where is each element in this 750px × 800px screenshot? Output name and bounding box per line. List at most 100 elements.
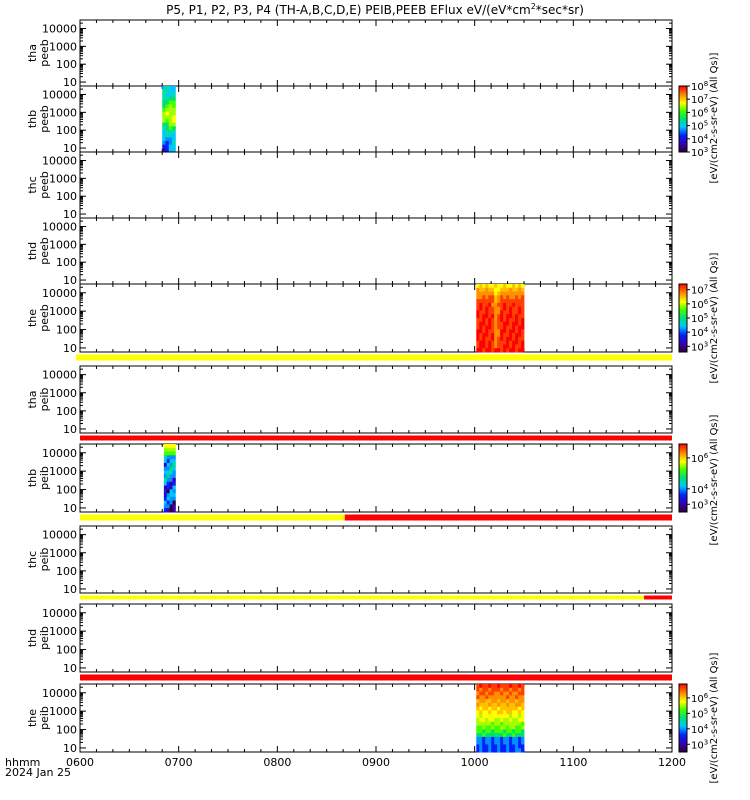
spectrogram-cell bbox=[488, 691, 492, 696]
x-axis: 0600 0700 0800 0900 1000 1100 1200 bbox=[66, 756, 686, 769]
spectrogram-cell bbox=[521, 733, 525, 738]
colorbar-tick-label: 105 bbox=[691, 312, 708, 325]
spectrogram-cell bbox=[497, 744, 501, 749]
spectrogram-cell bbox=[503, 295, 507, 300]
spectrogram-cell bbox=[162, 119, 166, 124]
y-tick-label: 1000 bbox=[49, 40, 77, 53]
spectrogram-cell bbox=[485, 687, 489, 692]
spectrogram-cell bbox=[491, 729, 495, 734]
spectrogram-cell bbox=[491, 744, 495, 749]
spectrogram-cell bbox=[476, 714, 480, 719]
spectrogram-cell bbox=[512, 725, 516, 730]
spectrogram-cell bbox=[488, 314, 492, 319]
spectrogram-cell bbox=[518, 333, 522, 338]
spectrogram-cell bbox=[512, 336, 516, 342]
spectrogram-cell bbox=[163, 447, 168, 452]
colorbar-tick-label: 106 bbox=[691, 106, 709, 119]
spectrogram-cell bbox=[162, 104, 166, 109]
spectrogram-cell bbox=[509, 299, 513, 304]
spectrogram-cell bbox=[165, 89, 170, 94]
spectrogram-cell bbox=[479, 744, 483, 749]
spectrogram-block bbox=[162, 86, 176, 153]
panel-label-product: peib bbox=[38, 626, 51, 650]
spectrogram-cell bbox=[506, 710, 510, 715]
spectrogram-cell bbox=[506, 729, 510, 734]
spectrogram-cell bbox=[479, 684, 483, 689]
spectrogram-cell bbox=[168, 137, 173, 142]
spectrogram-cell bbox=[165, 115, 170, 120]
spectrogram-cell bbox=[491, 702, 495, 708]
spectrogram-cell bbox=[172, 466, 176, 471]
spectrogram-cell bbox=[518, 748, 522, 753]
spectrogram-cell bbox=[172, 489, 176, 494]
spectrogram-cell bbox=[166, 481, 171, 486]
spectrogram-cell bbox=[491, 748, 495, 753]
spectrogram-cell bbox=[500, 714, 504, 719]
spectrogram-cell bbox=[479, 333, 483, 338]
x-axis-label-date: 2024 Jan 25 bbox=[5, 766, 71, 779]
spectrogram-cell bbox=[479, 299, 483, 304]
spectrogram-cell bbox=[515, 687, 519, 692]
y-tick-label: 10000 bbox=[42, 687, 77, 700]
spectrogram-cell bbox=[479, 729, 483, 734]
spectrogram-cell bbox=[172, 141, 176, 146]
spectrogram-cell bbox=[494, 340, 498, 345]
spectrogram-cell bbox=[168, 97, 173, 102]
spectrogram-cell bbox=[488, 710, 492, 715]
panel-label-probe: tha bbox=[26, 44, 39, 62]
panel-label-product: peib bbox=[38, 388, 51, 412]
spectrogram-cell bbox=[506, 321, 510, 326]
spectrogram-cell bbox=[500, 299, 504, 304]
spectrogram-cell bbox=[172, 447, 176, 452]
spectrogram-cell bbox=[494, 336, 498, 342]
panel-label-product: peeb bbox=[38, 39, 51, 67]
spectrogram-cell bbox=[500, 729, 504, 734]
chart-title: P5, P1, P2, P3, P4 (TH-A,B,C,D,E) PEIB,P… bbox=[166, 2, 584, 17]
spectrogram-cell bbox=[521, 284, 525, 289]
spectrogram-cell bbox=[497, 733, 501, 738]
spectrogram-cell bbox=[509, 310, 513, 315]
spectrogram-cell bbox=[494, 744, 498, 749]
spectrogram-cell bbox=[172, 504, 176, 509]
y-tick-label: 10 bbox=[63, 423, 77, 436]
spectrogram-cell bbox=[165, 97, 170, 102]
spectrogram-cell bbox=[515, 695, 519, 700]
spectrogram-cell bbox=[518, 729, 522, 734]
spectrogram-cell bbox=[497, 340, 501, 345]
spectrogram-cell bbox=[479, 325, 483, 330]
spectrogram-cell bbox=[172, 126, 176, 131]
spectrogram-cell bbox=[506, 336, 510, 342]
spectrogram-cell bbox=[518, 699, 522, 704]
spectrogram-cell bbox=[503, 729, 507, 734]
spectrogram-cell bbox=[476, 302, 480, 308]
spectrogram-cell bbox=[512, 333, 516, 338]
spectrogram-cell bbox=[485, 321, 489, 326]
spectrogram-cell bbox=[172, 111, 176, 116]
spectrogram-cell bbox=[518, 291, 522, 296]
spectrogram-cell bbox=[503, 336, 507, 342]
y-tick-label: 1000 bbox=[49, 106, 77, 119]
spectrogram-cell bbox=[500, 733, 504, 738]
spectrogram-cell bbox=[500, 695, 504, 700]
spectrogram-cell bbox=[506, 310, 510, 315]
spectrogram-cell bbox=[500, 295, 504, 300]
spectrogram-cell bbox=[509, 699, 513, 704]
panel-frame bbox=[79, 19, 673, 87]
spectrogram-cell bbox=[165, 133, 170, 138]
spectrogram-cell bbox=[166, 474, 171, 479]
spectrogram-cell bbox=[494, 306, 498, 311]
spectrogram-cell bbox=[509, 333, 513, 338]
spectrogram-cell bbox=[479, 295, 483, 300]
spectrogram-cell bbox=[476, 702, 480, 708]
y-tick-label: 1000 bbox=[49, 305, 77, 318]
spectrogram-cell bbox=[515, 706, 519, 711]
spectrogram-cell bbox=[169, 451, 173, 456]
spectrogram-cell bbox=[500, 684, 504, 689]
spectrogram-cell bbox=[497, 333, 501, 338]
spectrogram-cell bbox=[479, 740, 483, 745]
spectrogram-cell bbox=[503, 699, 507, 704]
spectrogram-cell bbox=[482, 348, 486, 353]
spectrogram-cell bbox=[162, 126, 166, 131]
